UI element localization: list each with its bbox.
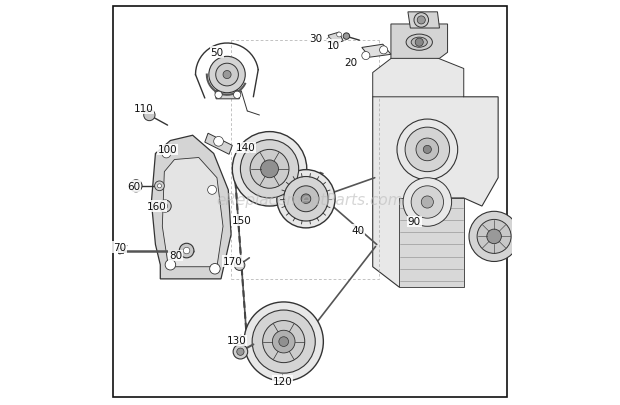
Circle shape <box>223 71 231 79</box>
Circle shape <box>252 310 315 373</box>
Text: 90: 90 <box>408 217 421 227</box>
Text: 40: 40 <box>351 226 365 236</box>
Polygon shape <box>408 13 440 29</box>
Polygon shape <box>215 92 241 100</box>
Circle shape <box>162 204 167 209</box>
Circle shape <box>272 330 295 353</box>
Polygon shape <box>205 134 232 155</box>
Polygon shape <box>373 73 498 287</box>
Circle shape <box>184 248 190 254</box>
Text: 130: 130 <box>226 336 246 345</box>
Circle shape <box>250 150 289 189</box>
Polygon shape <box>362 45 391 58</box>
Text: 60: 60 <box>128 181 141 191</box>
Text: 110: 110 <box>133 104 153 114</box>
Text: 160: 160 <box>146 202 166 211</box>
Circle shape <box>293 186 319 212</box>
Polygon shape <box>328 33 343 45</box>
Bar <box>118 249 123 254</box>
Circle shape <box>337 33 342 38</box>
Ellipse shape <box>406 35 432 51</box>
Circle shape <box>397 120 458 180</box>
Circle shape <box>405 128 450 172</box>
Circle shape <box>469 212 519 262</box>
Circle shape <box>209 57 246 94</box>
Circle shape <box>130 180 142 192</box>
Polygon shape <box>391 25 448 59</box>
Text: 30: 30 <box>309 34 322 44</box>
Circle shape <box>234 92 241 99</box>
Circle shape <box>487 230 502 244</box>
Polygon shape <box>373 53 464 98</box>
Circle shape <box>277 170 335 228</box>
Circle shape <box>417 17 425 25</box>
Circle shape <box>284 177 328 222</box>
Circle shape <box>216 64 238 87</box>
Polygon shape <box>399 198 464 287</box>
Circle shape <box>237 348 244 356</box>
Circle shape <box>379 47 388 55</box>
Circle shape <box>414 14 428 28</box>
Text: 10: 10 <box>327 41 340 51</box>
Circle shape <box>423 146 432 154</box>
Circle shape <box>159 200 171 213</box>
Circle shape <box>362 52 370 60</box>
Circle shape <box>327 38 332 43</box>
Ellipse shape <box>411 38 427 48</box>
Circle shape <box>244 302 324 381</box>
Circle shape <box>411 186 443 219</box>
Circle shape <box>415 39 423 47</box>
Circle shape <box>343 34 350 40</box>
Circle shape <box>208 186 216 195</box>
Circle shape <box>179 244 194 258</box>
Circle shape <box>421 196 433 209</box>
Text: 100: 100 <box>157 145 177 155</box>
Text: 170: 170 <box>223 256 242 266</box>
Text: 80: 80 <box>169 251 182 261</box>
Circle shape <box>233 345 247 359</box>
Circle shape <box>162 149 171 158</box>
Text: 140: 140 <box>236 143 255 153</box>
Circle shape <box>279 337 288 347</box>
Circle shape <box>416 139 439 161</box>
Circle shape <box>232 132 307 207</box>
Circle shape <box>214 137 223 147</box>
Text: 150: 150 <box>231 216 251 226</box>
Circle shape <box>154 181 164 191</box>
Circle shape <box>263 321 305 363</box>
Circle shape <box>403 178 451 227</box>
Circle shape <box>234 260 245 271</box>
Circle shape <box>260 160 278 178</box>
Text: 20: 20 <box>344 58 357 68</box>
Circle shape <box>241 141 299 198</box>
Text: 70: 70 <box>113 243 126 253</box>
Circle shape <box>144 110 155 122</box>
Circle shape <box>157 184 161 188</box>
Circle shape <box>477 220 511 254</box>
Text: 50: 50 <box>210 48 223 58</box>
Text: eReplacementParts.com: eReplacementParts.com <box>216 193 404 208</box>
Circle shape <box>210 264 220 274</box>
Polygon shape <box>151 136 231 279</box>
Text: 120: 120 <box>273 376 293 386</box>
Circle shape <box>301 194 311 204</box>
Circle shape <box>215 92 222 99</box>
Circle shape <box>165 260 175 270</box>
Polygon shape <box>162 158 223 267</box>
